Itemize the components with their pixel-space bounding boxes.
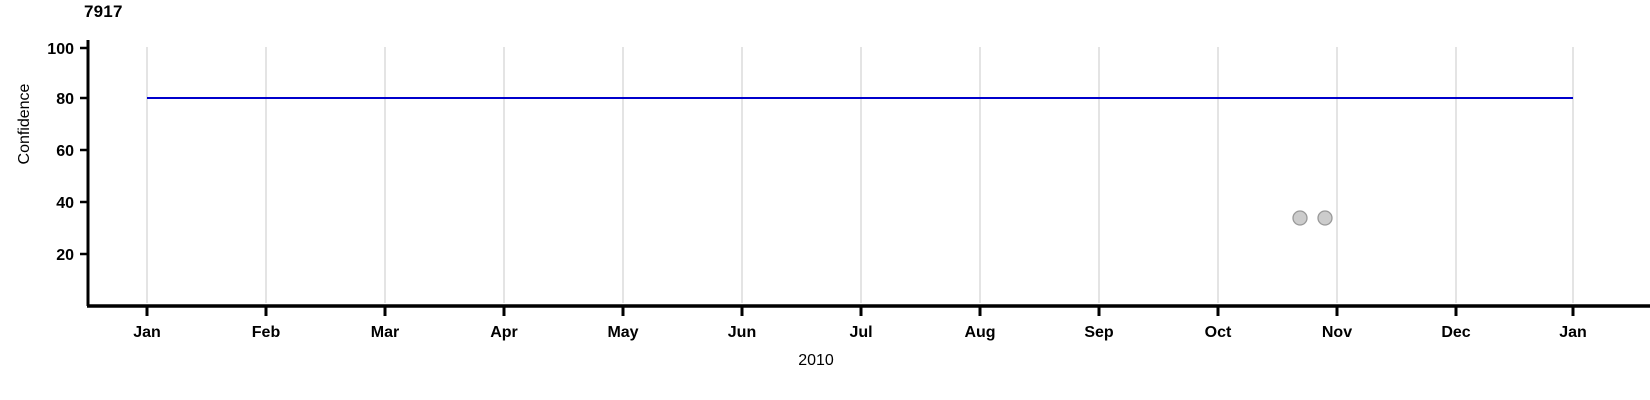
x-tick-label-jun: Jun: [728, 324, 756, 341]
x-tick-label-dec: Dec: [1441, 324, 1470, 341]
x-tick-label-jan-2: Jan: [1559, 324, 1587, 341]
x-tick-label-jan-1: Jan: [133, 324, 161, 341]
x-tick-label-aug: Aug: [964, 324, 995, 341]
x-axis-ticks: [145, 306, 1575, 316]
x-tick-label-oct: Oct: [1205, 324, 1232, 341]
y-tick-label-20: 20: [56, 247, 74, 264]
x-tick-label-mar: Mar: [371, 324, 399, 341]
y-tick-label-40: 40: [56, 195, 74, 212]
x-tick-label-apr: Apr: [490, 324, 518, 341]
y-axis-ticks: [80, 46, 88, 256]
x-tick-label-nov: Nov: [1322, 324, 1352, 341]
chart-title: 7917: [84, 2, 123, 21]
data-point[interactable]: [1292, 210, 1308, 226]
x-tick-label-sep: Sep: [1084, 324, 1114, 341]
scatter-points: [1292, 210, 1333, 226]
data-point[interactable]: [1317, 210, 1333, 226]
y-tick-label-60: 60: [56, 143, 74, 160]
grid-lines: [146, 47, 1574, 303]
x-tick-label-feb: Feb: [252, 324, 281, 341]
x-tick-label-may: May: [607, 324, 638, 341]
x-axis-label: 2010: [798, 352, 834, 369]
x-tick-label-jul: Jul: [849, 324, 872, 341]
y-tick-label-80: 80: [56, 91, 74, 108]
y-tick-label-100: 100: [47, 41, 74, 58]
